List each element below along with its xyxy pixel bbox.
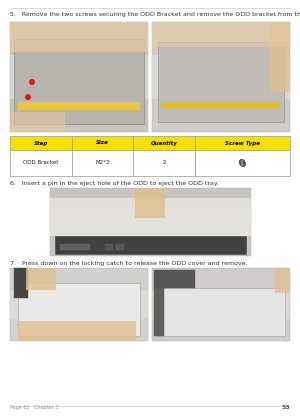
Bar xyxy=(18,321,136,341)
Bar xyxy=(162,102,280,108)
Text: 5.   Remove the two screws securing the ODD Bracket and remove the ODD bracket f: 5. Remove the two screws securing the OD… xyxy=(10,12,300,17)
Bar xyxy=(133,150,195,176)
Bar xyxy=(10,150,72,176)
Bar xyxy=(242,160,243,166)
Bar xyxy=(152,268,290,341)
Bar xyxy=(270,22,290,92)
Text: ODD Bracket: ODD Bracket xyxy=(23,160,59,165)
Text: 2: 2 xyxy=(162,160,166,165)
Ellipse shape xyxy=(29,79,34,84)
Text: M2*3: M2*3 xyxy=(95,160,109,165)
Ellipse shape xyxy=(26,94,31,100)
Text: Size: Size xyxy=(96,141,109,145)
Text: 7.   Press down on the locking catch to release the ODD cover and remove.: 7. Press down on the locking catch to re… xyxy=(10,261,247,266)
Bar xyxy=(154,288,164,336)
Bar xyxy=(275,268,290,293)
Text: Screw Type: Screw Type xyxy=(225,141,260,145)
Bar xyxy=(10,268,148,341)
Bar xyxy=(116,244,124,250)
Text: Page 63   Chapter 3: Page 63 Chapter 3 xyxy=(10,405,58,410)
Bar xyxy=(14,268,28,298)
Text: 6.   Insert a pin in the eject hole of the ODD to eject the ODD tray.: 6. Insert a pin in the eject hole of the… xyxy=(10,181,219,186)
Bar xyxy=(158,42,284,122)
Bar xyxy=(59,244,89,250)
Bar xyxy=(152,22,290,132)
Bar xyxy=(72,150,133,176)
Bar xyxy=(154,270,195,288)
Bar xyxy=(50,188,250,256)
Bar xyxy=(134,188,164,218)
Bar xyxy=(55,236,245,254)
Bar xyxy=(152,22,290,47)
Bar xyxy=(10,22,148,52)
Ellipse shape xyxy=(239,159,246,167)
Bar xyxy=(50,208,250,236)
Bar xyxy=(10,55,148,99)
Bar xyxy=(10,136,72,150)
Bar xyxy=(195,136,290,150)
Bar xyxy=(26,268,56,290)
Bar xyxy=(50,198,250,236)
Bar xyxy=(152,290,290,319)
Text: 53: 53 xyxy=(281,405,290,410)
Bar xyxy=(157,288,285,336)
Bar xyxy=(133,136,195,150)
Bar xyxy=(104,244,112,250)
Text: Step: Step xyxy=(34,141,48,145)
Bar xyxy=(10,290,148,319)
Bar xyxy=(18,102,140,110)
Bar xyxy=(195,150,290,176)
Bar xyxy=(10,22,148,132)
Bar xyxy=(18,283,140,336)
Bar xyxy=(10,112,65,132)
Bar xyxy=(152,55,290,99)
Text: Quantity: Quantity xyxy=(151,141,177,145)
Bar xyxy=(72,136,133,150)
Bar xyxy=(14,39,144,124)
